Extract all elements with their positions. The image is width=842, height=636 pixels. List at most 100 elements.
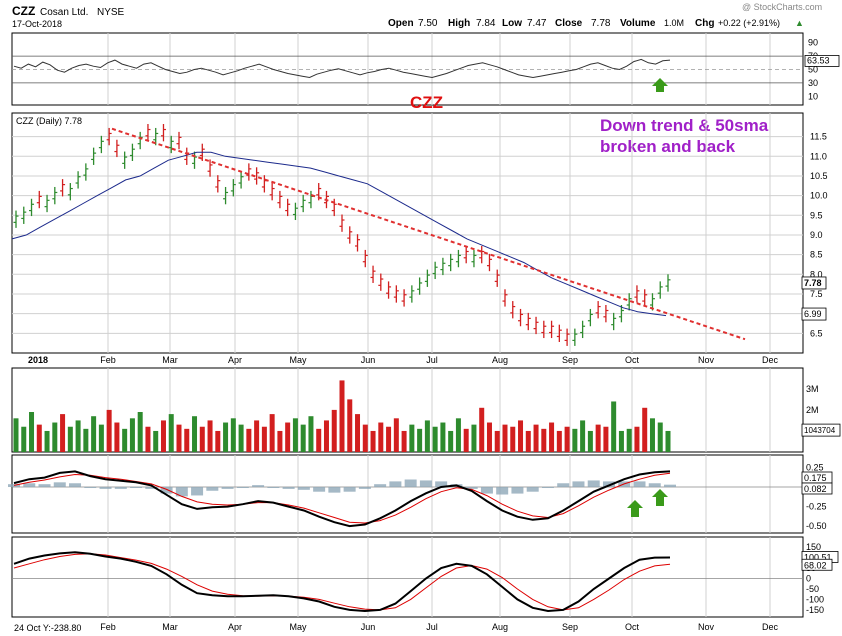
price-y-tick: 8.0 (810, 269, 823, 279)
volume-bar (417, 428, 423, 452)
price-y-tick: 10.5 (810, 171, 828, 181)
volume-bar (44, 430, 50, 452)
note-line-2: broken and back (600, 137, 736, 156)
x-tick-label: Dec (762, 355, 779, 365)
ppo-last-label-1: 0.175 (804, 473, 827, 483)
ppo-histogram-bar (343, 487, 356, 492)
volume-bar (347, 399, 353, 452)
high-label: High (448, 18, 470, 29)
volume-bar (556, 430, 562, 452)
x-tick-label-bottom: Aug (492, 622, 508, 632)
volume-bar (137, 412, 143, 452)
volume-bar (603, 426, 609, 452)
volume-bar (649, 418, 655, 452)
rsi-symbol-label: CZZ (410, 93, 443, 112)
volume-bar (308, 416, 314, 452)
volume-bar (269, 414, 275, 452)
volume-bar (277, 430, 283, 452)
ppo-histogram-bar (297, 487, 310, 490)
volume-bar (261, 426, 267, 452)
ppo-histogram-bar (145, 487, 158, 489)
ppo-histogram-bar (69, 483, 82, 488)
price-y-tick: 9.0 (810, 230, 823, 240)
price-y-tick: 7.5 (810, 289, 823, 299)
rsi-line (13, 58, 671, 79)
volume-y-tick: 2M (806, 405, 819, 415)
price-y-tick: 8.5 (810, 250, 823, 260)
rsi-y-tick: 10 (808, 91, 818, 101)
volume-bar (518, 420, 524, 452)
x-tick-label-bottom: Mar (162, 622, 178, 632)
volume-bar (339, 380, 345, 452)
price-last-box (801, 276, 827, 290)
volume-bar (455, 418, 461, 452)
volume-bar (634, 426, 640, 452)
x-tick-label: Mar (162, 355, 178, 365)
x-tick-label: Feb (100, 355, 116, 365)
volume-bar (502, 424, 508, 452)
ppo-histogram-bar (465, 487, 478, 489)
osc-last-box-2 (801, 558, 833, 571)
ppo-histogram-bar (404, 479, 417, 488)
volume-bar (362, 424, 368, 452)
footer-cursor-readout: 24 Oct Y:-238.80 (14, 623, 81, 633)
volume-bar (192, 416, 198, 452)
volume-bar (60, 414, 66, 452)
x-tick-label: Aug (492, 355, 508, 365)
ppo-histogram-bar (38, 484, 51, 488)
volume-bar (292, 418, 298, 452)
volume-bar (424, 420, 430, 452)
volume-bar (215, 430, 221, 452)
x-tick-label: Sep (562, 355, 578, 365)
volume-bar (448, 430, 454, 452)
ppo-histogram-bar (328, 487, 341, 493)
company-name: Cosan Ltd. (40, 7, 88, 18)
ppo-histogram-bar (358, 487, 371, 489)
price-y-tick: 9.5 (810, 210, 823, 220)
x-tick-label-bottom: May (289, 622, 307, 632)
ppo-histogram-bar (236, 487, 249, 489)
ppo-histogram-bar (648, 483, 661, 488)
volume-bar (13, 418, 19, 452)
volume-bar (83, 428, 89, 452)
volume-bar (564, 426, 570, 452)
ppo-histogram-bar (191, 487, 204, 496)
ppo-y-tick: -0.25 (806, 502, 827, 512)
x-tick-label-bottom: Oct (625, 622, 640, 632)
osc-fast-line (13, 551, 671, 613)
ppo-histogram-bar (526, 487, 539, 492)
volume-last-box (801, 423, 841, 437)
osc-y-tick: -150 (806, 605, 824, 615)
ppo-histogram-bar (23, 483, 36, 488)
volume-bar (114, 422, 120, 452)
osc-y-tick: 150 (806, 542, 821, 552)
price-y-tick: 11.5 (810, 132, 827, 142)
volume-bar (525, 430, 531, 452)
sma-last-box (801, 307, 827, 321)
volume-panel (11, 367, 804, 453)
volume-bar (486, 422, 492, 452)
ppo-histogram-bar (419, 480, 432, 488)
ppo-line (13, 470, 671, 528)
volume-bar (176, 424, 182, 452)
rsi-y-tick: 90 (808, 38, 818, 48)
ppo-histogram-bar (511, 487, 524, 494)
ppo-histogram-bar (633, 481, 646, 488)
volume-bar (160, 420, 166, 452)
ppo-histogram-bar (175, 487, 188, 497)
downtrend-line (111, 127, 746, 341)
volume-label: Volume (620, 18, 656, 29)
price-y-tick: 6.5 (810, 328, 823, 338)
ppo-histogram-bar (221, 487, 234, 489)
x-tick-label-bottom: Jul (426, 622, 438, 632)
ppo-histogram-bar (206, 487, 219, 491)
x-tick-label-bottom: Sep (562, 622, 578, 632)
rsi-last-label: 63.53 (807, 55, 830, 65)
volume-bar (75, 420, 81, 452)
volume-bar (479, 407, 485, 452)
x-tick-label: Jun (361, 355, 376, 365)
volume-bar (370, 430, 376, 452)
close-value: 7.78 (591, 18, 611, 29)
volume-bar (36, 424, 42, 452)
